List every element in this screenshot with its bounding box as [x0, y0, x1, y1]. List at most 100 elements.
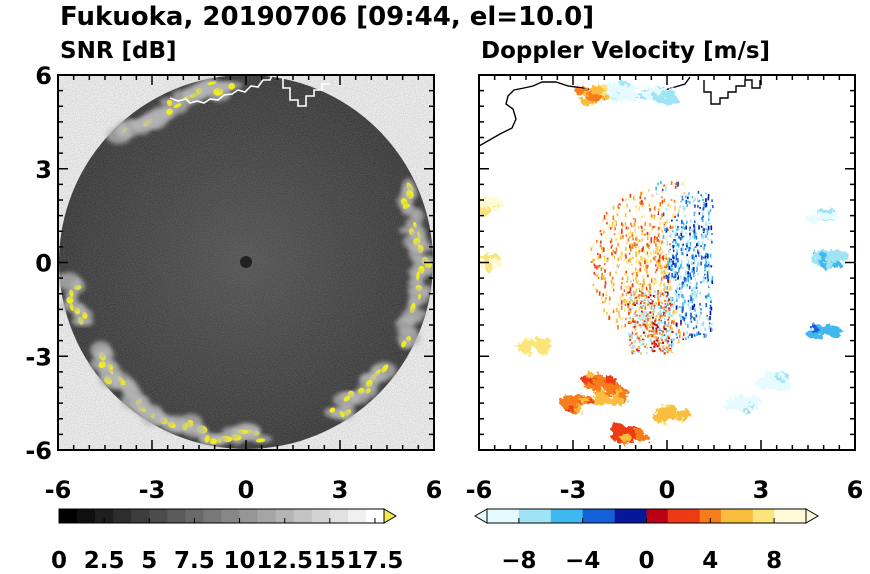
echo-blob: [561, 397, 574, 409]
velocity-pixel: [662, 234, 665, 239]
velocity-pixel: [640, 310, 643, 313]
velocity-pixel: [694, 278, 697, 281]
velocity-pixel: [696, 266, 698, 271]
echo-cluster: [811, 248, 850, 270]
velocity-pixel: [642, 204, 645, 208]
velocity-pixel: [672, 249, 675, 253]
velocity-pixel: [675, 289, 677, 292]
colorbar-label: 8: [766, 548, 782, 570]
velocity-pixel: [652, 316, 655, 319]
velocity-pixel: [603, 300, 605, 304]
velocity-pixel: [691, 196, 694, 199]
velocity-pixel: [696, 320, 699, 324]
velocity-pixel: [658, 294, 661, 297]
velocity-pixel: [664, 324, 667, 327]
velocity-pixel: [684, 240, 687, 242]
velocity-pixel: [659, 217, 662, 221]
y-tick-label: 6: [35, 62, 52, 90]
echo-blob: [676, 413, 685, 423]
velocity-pixel: [636, 304, 639, 307]
velocity-pixel: [668, 308, 671, 311]
velocity-pixel: [700, 304, 703, 309]
velocity-pixel: [669, 333, 671, 336]
velocity-pixel: [692, 256, 695, 261]
velocity-pixel: [626, 255, 629, 259]
velocity-pixel: [637, 246, 640, 249]
velocity-pixel: [683, 276, 686, 282]
velocity-pixel: [641, 305, 644, 308]
doppler-colorbar-labels: −8 −4 0 4 8: [501, 548, 782, 574]
velocity-pixel: [681, 198, 684, 201]
velocity-pixel: [685, 199, 688, 205]
velocity-pixel: [665, 294, 667, 299]
velocity-pixel: [700, 206, 702, 212]
velocity-pixel: [631, 264, 633, 266]
velocity-pixel: [668, 250, 670, 253]
velocity-pixel: [610, 238, 613, 243]
velocity-pixel: [711, 205, 714, 209]
velocity-pixel: [665, 261, 668, 264]
velocity-pixel: [665, 266, 667, 269]
colorbar-swatch: [550, 509, 562, 523]
velocity-pixel: [614, 255, 617, 260]
velocity-pixel: [680, 293, 683, 297]
echo-cluster: [806, 324, 844, 339]
velocity-pixel: [666, 295, 669, 298]
velocity-pixel: [643, 228, 646, 231]
velocity-pixel: [653, 333, 656, 338]
colorbar-swatch: [239, 509, 258, 523]
velocity-pixel: [651, 293, 654, 296]
velocity-pixel: [639, 311, 642, 314]
velocity-pixel: [618, 314, 621, 318]
velocity-pixel: [677, 225, 679, 228]
velocity-pixel: [691, 333, 693, 338]
echo-cluster: [754, 370, 791, 392]
velocity-pixel: [655, 344, 658, 347]
velocity-pixel: [641, 257, 644, 262]
velocity-pixel: [662, 337, 665, 340]
velocity-pixel: [640, 257, 642, 261]
velocity-pixel: [620, 285, 623, 290]
velocity-pixel: [627, 322, 630, 325]
velocity-pixel: [629, 257, 632, 261]
snr-echo-core: [416, 271, 420, 281]
velocity-pixel: [664, 268, 667, 271]
velocity-pixel: [693, 233, 695, 236]
velocity-pixel: [642, 343, 645, 346]
velocity-pixel: [698, 249, 700, 252]
velocity-pixel: [703, 246, 705, 251]
velocity-pixel: [649, 276, 652, 281]
velocity-pixel: [685, 337, 687, 341]
velocity-pixel: [664, 291, 667, 294]
velocity-pixel: [674, 230, 676, 233]
velocity-pixel: [651, 320, 653, 326]
colorbar-label: −8: [501, 548, 536, 570]
velocity-pixel: [646, 260, 649, 266]
velocity-pixel: [596, 289, 598, 293]
snr-echo-core: [207, 81, 217, 86]
velocity-pixel: [640, 352, 643, 355]
velocity-pixel: [698, 212, 701, 215]
velocity-pixel: [642, 332, 645, 335]
velocity-pixel: [658, 231, 661, 236]
velocity-pixel: [591, 246, 593, 249]
velocity-pixel: [703, 273, 706, 276]
velocity-pixel: [688, 264, 691, 269]
velocity-pixel: [654, 278, 656, 281]
velocity-pixel: [705, 234, 707, 238]
velocity-pixel: [623, 265, 626, 270]
velocity-pixel: [617, 262, 620, 266]
velocity-pixel: [696, 282, 698, 286]
velocity-pixel: [600, 276, 603, 281]
velocity-pixel: [707, 306, 710, 310]
velocity-pixel: [668, 219, 670, 224]
velocity-pixel: [620, 235, 622, 240]
velocity-pixel: [660, 306, 663, 309]
velocity-pixel: [699, 291, 701, 295]
velocity-pixel: [694, 308, 696, 312]
velocity-pixel: [593, 258, 596, 262]
velocity-pixel: [649, 223, 651, 227]
velocity-pixel: [667, 330, 670, 333]
echo-cluster: [604, 80, 641, 103]
velocity-pixel: [654, 255, 657, 258]
